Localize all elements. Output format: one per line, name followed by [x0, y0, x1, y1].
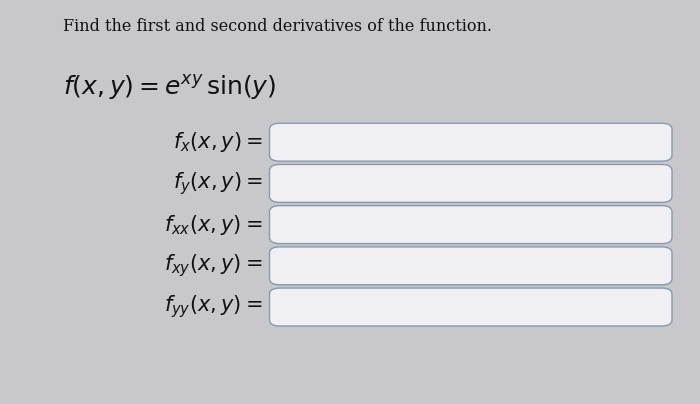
- Text: $f_x(x, y) =$: $f_x(x, y) =$: [173, 130, 262, 154]
- Text: $f(x, y) = e^{xy}\,\sin(y)$: $f(x, y) = e^{xy}\,\sin(y)$: [63, 73, 276, 102]
- Text: Find the first and second derivatives of the function.: Find the first and second derivatives of…: [63, 18, 492, 35]
- Text: $f_{yy}(x, y) =$: $f_{yy}(x, y) =$: [164, 294, 262, 320]
- FancyBboxPatch shape: [270, 123, 672, 161]
- FancyBboxPatch shape: [270, 247, 672, 285]
- Text: $f_y(x, y) =$: $f_y(x, y) =$: [173, 170, 262, 197]
- FancyBboxPatch shape: [270, 206, 672, 244]
- FancyBboxPatch shape: [270, 288, 672, 326]
- FancyBboxPatch shape: [270, 164, 672, 202]
- Text: $f_{xx}(x, y) =$: $f_{xx}(x, y) =$: [164, 213, 262, 237]
- Text: $f_{xy}(x, y) =$: $f_{xy}(x, y) =$: [164, 252, 262, 279]
